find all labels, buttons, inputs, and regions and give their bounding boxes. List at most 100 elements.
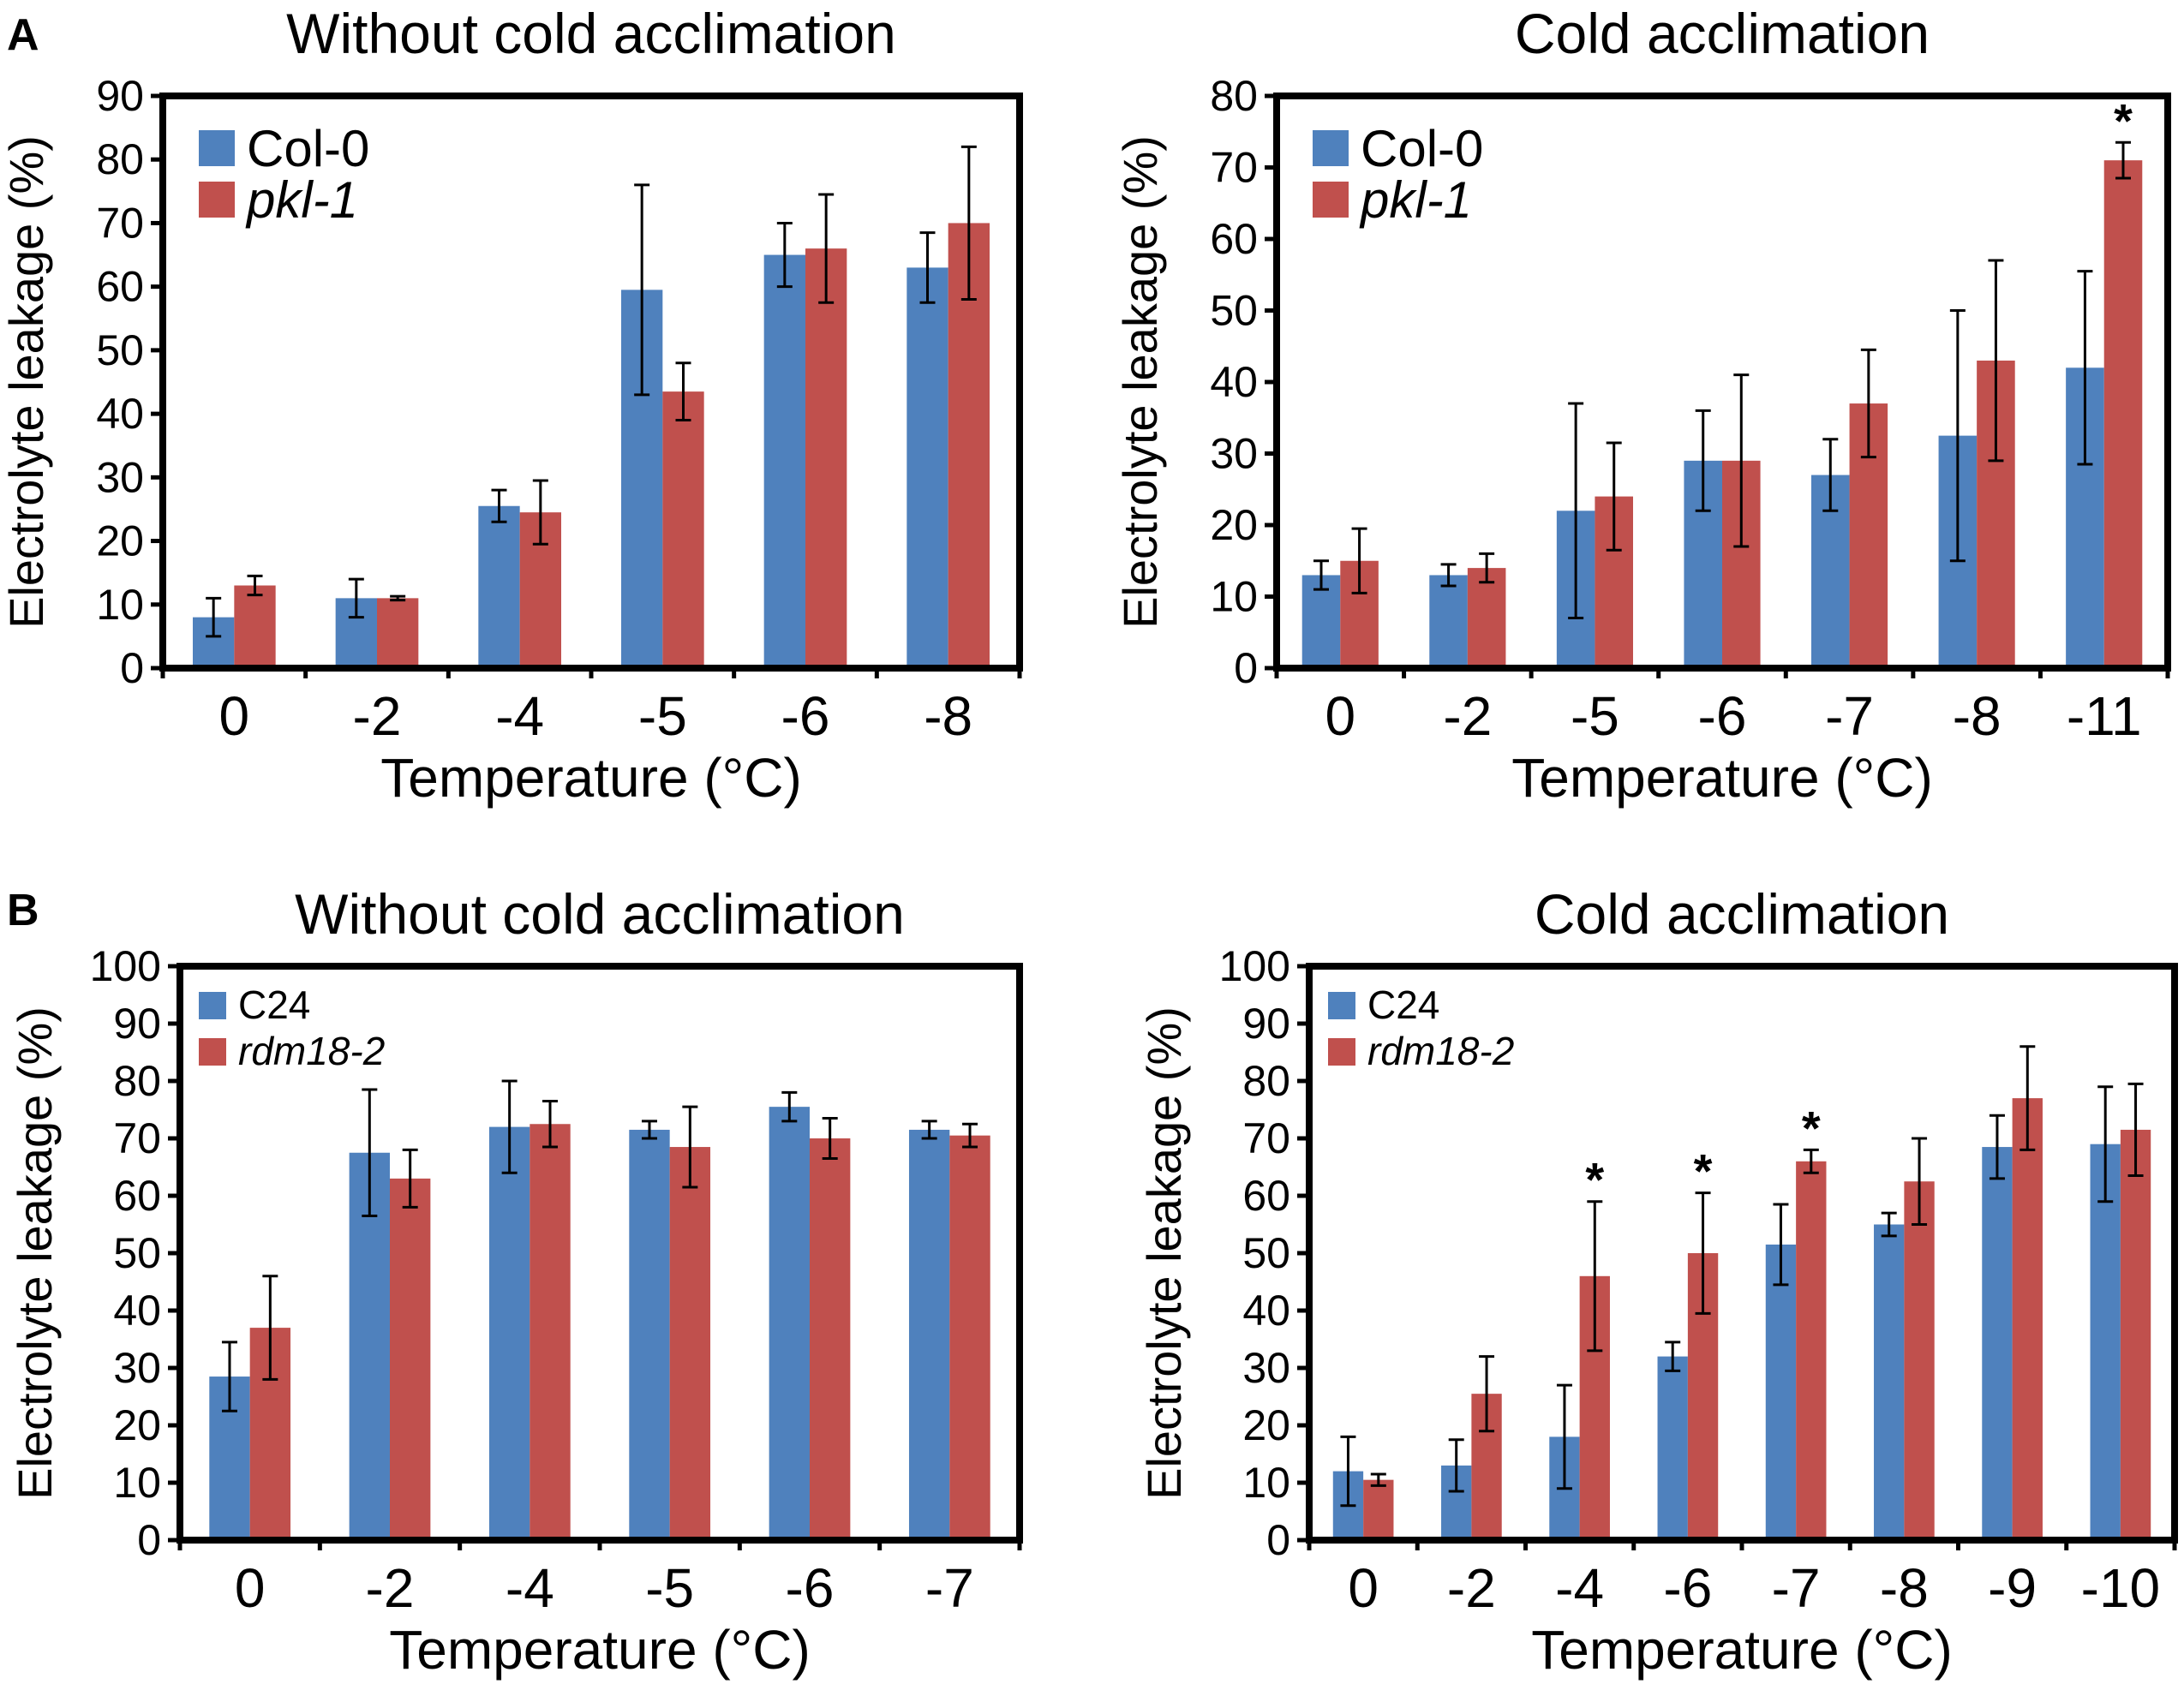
chart-a-cold-acclimation: Cold acclimation 0 10 20 30 40 50 60 70 80 0 -2 -5 -6…	[1113, 2, 2171, 809]
y-tick-label: 30	[1242, 1344, 1290, 1392]
bar-series1	[1429, 575, 1468, 668]
plot-frame	[177, 963, 1023, 1544]
legend-swatch-series2	[1313, 182, 1349, 218]
plot-frame	[1306, 963, 2178, 1544]
y-tick-label: 50	[1242, 1229, 1290, 1277]
bar-series1	[763, 254, 805, 668]
x-tick-label: -2	[1443, 685, 1492, 747]
y-tick-label: 0	[120, 644, 144, 692]
legend-swatch-series1	[1328, 992, 1355, 1019]
bar-series2	[2012, 1098, 2043, 1540]
bar-series1	[907, 267, 948, 668]
x-tick-label: -8	[1880, 1557, 1929, 1619]
x-tick-label: -2	[353, 685, 402, 747]
x-tick-label: 0	[219, 685, 250, 747]
x-axis-label: Temperature (°C)	[1511, 747, 1933, 809]
bar-series1	[629, 1129, 670, 1540]
y-tick-label: 70	[113, 1114, 161, 1162]
chart-b-cold-acclimation: Cold acclimation 0 10 20 30 40 50 60 70 80 90 100 0 -…	[1137, 882, 2178, 1681]
x-axis-label: Temperature (°C)	[380, 747, 802, 809]
legend-label: Col-0	[247, 120, 369, 177]
x-tick-label: -6	[786, 1557, 835, 1619]
legend-label: Col-0	[1361, 120, 1483, 177]
bar-series2	[662, 391, 704, 668]
legend-label: pkl-1	[1359, 171, 1472, 229]
bar-series1	[349, 1152, 390, 1540]
bar-series1	[2090, 1144, 2121, 1540]
y-tick-label: 100	[90, 942, 161, 990]
y-tick-label: 60	[113, 1172, 161, 1220]
legend-label: C24	[1367, 982, 1439, 1027]
x-tick-label: -7	[1825, 685, 1874, 747]
bar-series1	[908, 1129, 950, 1540]
y-tick-label: 0	[137, 1516, 161, 1564]
x-tick-label: -5	[638, 685, 687, 747]
y-tick-label: 0	[1266, 1516, 1290, 1564]
x-tick-label: -4	[495, 685, 544, 747]
plot-frame	[1273, 93, 2171, 672]
y-tick-label: 90	[1242, 1000, 1290, 1048]
y-tick-label: 70	[1210, 144, 1258, 192]
bar-series2	[377, 598, 419, 668]
legend-swatch-series1	[1313, 130, 1349, 166]
bar-series1	[1982, 1147, 2013, 1540]
y-axis-label: Electrolyte leakage (%)	[8, 1006, 62, 1500]
y-tick-label: 10	[1210, 573, 1258, 621]
x-tick-label: -8	[924, 685, 972, 747]
y-tick-label: 20	[1242, 1401, 1290, 1449]
x-tick-label: -9	[1988, 1557, 2037, 1619]
bar-series1	[769, 1107, 810, 1540]
y-tick-label: 60	[1242, 1172, 1290, 1220]
x-tick-label: -4	[506, 1557, 554, 1619]
y-axis-label: Electrolyte leakage (%)	[0, 135, 53, 629]
x-tick-label: -6	[1698, 685, 1747, 747]
x-tick-label: -6	[781, 685, 830, 747]
y-tick-label: 20	[1210, 501, 1258, 549]
legend-swatch-series1	[199, 992, 226, 1019]
x-tick-label: -7	[925, 1557, 974, 1619]
bar-series2	[669, 1147, 711, 1540]
y-tick-label: 60	[96, 263, 144, 311]
legend-label: C24	[238, 982, 310, 1027]
legend-label: pkl-1	[245, 171, 358, 229]
bar-series2	[1363, 1479, 1394, 1540]
x-tick-label: -11	[2067, 685, 2142, 747]
x-tick-label: -2	[1447, 1557, 1496, 1619]
y-tick-label: 70	[96, 199, 144, 247]
y-tick-label: 10	[96, 581, 144, 629]
y-tick-label: 20	[113, 1401, 161, 1449]
chart-title: Cold acclimation	[1515, 2, 1930, 65]
x-tick-label: -10	[2081, 1557, 2161, 1619]
x-tick-label: -7	[1772, 1557, 1821, 1619]
legend-swatch-series2	[199, 1038, 226, 1066]
bar-series2	[949, 1135, 990, 1540]
chart-title: Cold acclimation	[1535, 882, 1949, 946]
y-axis-label: Electrolyte leakage (%)	[1137, 1006, 1191, 1500]
x-tick-label: -8	[1953, 685, 2002, 747]
panel-letter-a: A	[7, 10, 39, 60]
chart-b-without-cold-acclimation: Without cold acclimation 0 10 20 30 40 50 60 70 8…	[8, 882, 1023, 1681]
bar-series2	[390, 1178, 431, 1540]
legend-swatch-series2	[199, 182, 235, 218]
x-tick-label: -5	[645, 1557, 694, 1619]
y-tick-label: 80	[96, 135, 144, 183]
y-tick-label: 40	[1210, 358, 1258, 406]
legend-label: rdm18-2	[238, 1029, 385, 1073]
y-tick-label: 70	[1242, 1114, 1290, 1162]
bar-series2	[1467, 568, 1506, 668]
x-tick-label: 0	[1325, 685, 1355, 747]
bar-series2	[2103, 160, 2143, 668]
x-tick-label: 0	[235, 1557, 266, 1619]
y-tick-label: 20	[96, 517, 144, 565]
y-tick-label: 30	[96, 453, 144, 501]
y-tick-label: 10	[1242, 1459, 1290, 1507]
y-tick-label: 0	[1234, 644, 1258, 692]
significance-star: *	[1585, 1153, 1604, 1207]
y-tick-label: 80	[113, 1057, 161, 1105]
bar-series1	[1657, 1356, 1688, 1540]
bar-series2	[2120, 1129, 2151, 1540]
legend-swatch-series1	[199, 130, 235, 166]
x-axis-label: Temperature (°C)	[1531, 1619, 1953, 1681]
y-tick-label: 10	[113, 1459, 161, 1507]
y-tick-label: 90	[96, 72, 144, 120]
